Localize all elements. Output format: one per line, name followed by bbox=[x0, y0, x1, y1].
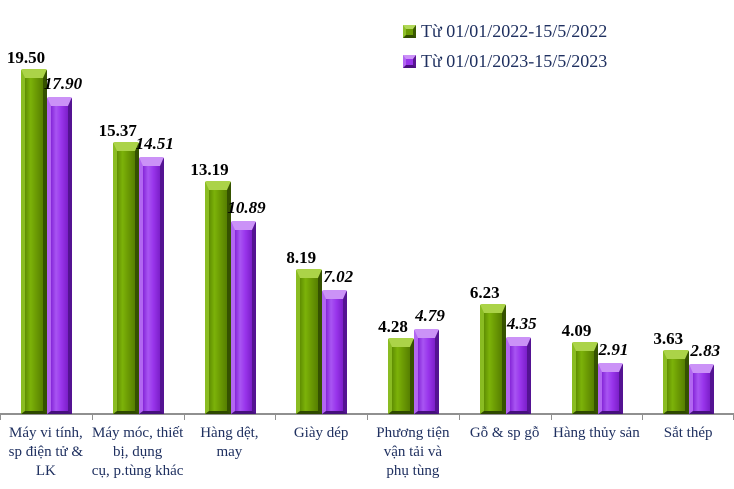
legend-label-2023: Từ 01/01/2023-15/5/2023 bbox=[421, 50, 608, 71]
bar-2022 bbox=[479, 304, 506, 414]
category-label: Máy móc, thiết bị, dụng cụ, p.tùng khác bbox=[91, 425, 184, 479]
category-group: 8.19 7.02 bbox=[275, 0, 367, 414]
axis-tick bbox=[184, 415, 185, 420]
value-label-2022: 4.28 bbox=[378, 317, 408, 336]
bar-2022 bbox=[21, 69, 47, 414]
legend-marker-2023 bbox=[403, 54, 416, 68]
value-label-2023: 4.79 bbox=[415, 306, 445, 325]
category-group: 19.50 17.90 bbox=[0, 0, 92, 414]
bar-2023 bbox=[689, 364, 715, 414]
bar-2022 bbox=[112, 142, 139, 414]
bar-2023 bbox=[138, 157, 164, 414]
category-group: 4.28 4.79 bbox=[367, 0, 459, 414]
category-label: Máy vi tính, sp điện tử & LK bbox=[8, 425, 84, 479]
category-group: 6.23 4.35 bbox=[459, 0, 551, 414]
legend-marker-2022 bbox=[403, 24, 416, 38]
value-label-2023: 2.83 bbox=[690, 341, 721, 360]
category-group: 4.09 2.91 bbox=[551, 0, 643, 414]
category-label: Gỗ & sp gỗ bbox=[469, 425, 540, 441]
legend: Từ 01/01/2022-15/5/2022 Từ 01/01/2023-15… bbox=[403, 20, 607, 80]
value-label-2022: 6.23 bbox=[469, 283, 500, 302]
category-label: Giày dép bbox=[293, 425, 349, 441]
bar-2022 bbox=[663, 350, 690, 414]
bar-2023 bbox=[414, 329, 439, 414]
category-label: Phương tiện vận tải và phụ tùng bbox=[376, 425, 450, 479]
category-label: Hàng dệt, may bbox=[200, 425, 259, 460]
value-label-2022: 13.19 bbox=[190, 160, 229, 179]
category-label: Hàng thủy sản bbox=[553, 425, 640, 441]
axis-tick bbox=[459, 415, 460, 420]
axis-tick bbox=[551, 415, 552, 420]
axis-tick bbox=[642, 415, 643, 420]
category-axis-line bbox=[0, 413, 734, 415]
value-label-2022: 8.19 bbox=[286, 248, 317, 267]
category-label: Sắt thép bbox=[663, 425, 713, 441]
category-group: 13.19 10.89 bbox=[184, 0, 276, 414]
value-label-2022: 19.50 bbox=[6, 48, 46, 67]
axis-tick bbox=[0, 415, 1, 420]
legend-item-2023: Từ 01/01/2023-15/5/2023 bbox=[403, 50, 607, 72]
value-label-2023: 2.91 bbox=[598, 340, 629, 359]
bar-2023 bbox=[230, 221, 256, 414]
value-label-2023: 7.02 bbox=[323, 267, 354, 286]
value-label-2022: 3.63 bbox=[653, 329, 684, 348]
axis-tick bbox=[92, 415, 93, 420]
category-group: 3.63 2.83 bbox=[642, 0, 734, 414]
axis-tick bbox=[275, 415, 276, 420]
value-label-2022: 15.37 bbox=[98, 121, 137, 140]
bar-2022 bbox=[571, 342, 598, 414]
value-label-2023: 10.89 bbox=[227, 198, 266, 217]
bar-2023 bbox=[322, 290, 348, 414]
axis-tick bbox=[367, 415, 368, 420]
value-label-2022: 4.09 bbox=[561, 321, 592, 340]
value-label-2023: 14.51 bbox=[135, 134, 174, 153]
category-group: 15.37 14.51 bbox=[92, 0, 184, 414]
legend-label-2022: Từ 01/01/2022-15/5/2022 bbox=[421, 20, 608, 41]
value-label-2023: 17.90 bbox=[43, 74, 83, 93]
bar-2022 bbox=[388, 338, 414, 414]
value-label-2023: 4.35 bbox=[506, 314, 537, 333]
bar-2022 bbox=[204, 181, 231, 414]
bar-2023 bbox=[47, 97, 72, 414]
bar-2022 bbox=[296, 269, 323, 414]
bar-2023 bbox=[505, 337, 531, 414]
legend-item-2022: Từ 01/01/2022-15/5/2022 bbox=[403, 20, 607, 42]
bar-2023 bbox=[597, 363, 623, 414]
